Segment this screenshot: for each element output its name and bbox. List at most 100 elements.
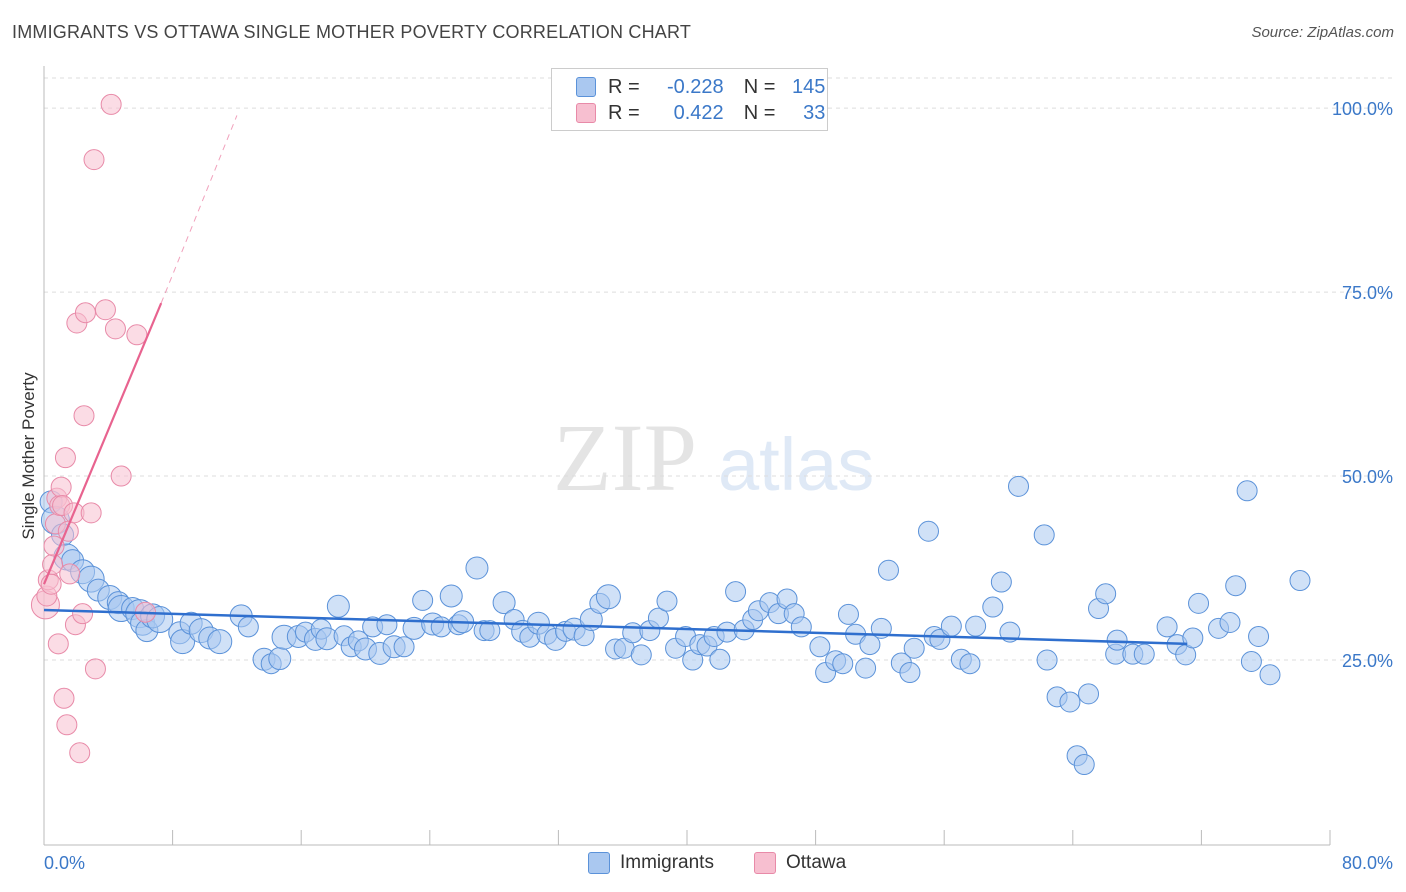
immigrants-point [393,636,415,658]
immigrants-swatch [588,852,610,874]
immigrants-point [1156,616,1178,638]
ottawa-swatch [754,852,776,874]
legend-r-value: -0.228 [666,75,724,98]
watermark-atlas: atlas [718,423,874,506]
legend-item-immigrants: Immigrants [588,852,714,874]
y-tick-label: 25.0% [1342,651,1393,671]
immigrants-point [855,657,877,679]
immigrants-point [656,590,678,612]
immigrants-point [479,620,501,642]
ottawa-points [30,93,156,764]
immigrants-point [1259,664,1281,686]
ottawa-point [72,603,94,625]
immigrants-point [917,520,939,542]
immigrants-point [982,596,1004,618]
immigrants-point [899,662,921,684]
legend-n-label: N = [743,75,776,98]
y-tick-label: 100.0% [1332,99,1393,119]
immigrants-point [1059,691,1081,713]
ottawa-point [54,447,76,469]
ottawa-point [83,149,105,171]
immigrants-point [237,616,259,638]
chart-title: IMMIGRANTS VS OTTAWA SINGLE MOTHER POVER… [12,22,692,42]
immigrants-point [809,636,831,658]
ottawa-point [100,93,122,115]
watermark: ZIP atlas [553,404,874,511]
ottawa-point [80,502,102,524]
axes [43,66,1331,846]
gridlines [44,77,1395,661]
ottawa-point [69,742,91,764]
immigrants-point [940,615,962,637]
ottawa-trend-line [42,302,163,585]
ottawa-point [74,302,96,324]
y-tick-label: 75.0% [1342,283,1393,303]
ottawa-swatch [576,103,596,123]
immigrants-point [630,644,652,666]
immigrants-point [465,556,489,580]
legend-r-label: R = [608,101,640,124]
immigrants-point [1225,575,1247,597]
ottawa-point [56,714,78,736]
immigrants-point [1219,611,1241,633]
ottawa-point [84,658,106,680]
legend-n-value: 33 [803,101,826,124]
immigrants-point [965,615,987,637]
immigrants-point [1073,754,1095,776]
ottawa-point [53,687,75,709]
immigrants-point [1095,583,1117,605]
legend-row-immigrants: R = -0.228 N = 145 [576,75,825,99]
immigrants-point [990,571,1012,593]
immigrants-point [492,591,516,615]
x-tick-label: 0.0% [44,853,85,873]
immigrants-point [877,559,899,581]
immigrants-point [1008,475,1030,497]
immigrants-point [376,614,398,636]
ottawa-point [73,405,95,427]
immigrants-point [790,616,812,638]
immigrants-point [1236,480,1258,502]
immigrants-point [595,584,621,610]
immigrants-point [268,647,292,671]
immigrants-point [1182,627,1204,649]
immigrants-point [709,648,731,670]
immigrants-point [959,653,981,675]
ottawa-point [104,318,126,340]
immigrants-point [1078,683,1100,705]
watermark-zip: ZIP [553,404,697,511]
trend-lines [42,115,1188,646]
ottawa-point [59,563,81,585]
ottawa-point [50,476,72,498]
immigrants-point [1133,643,1155,665]
immigrants-point [1036,649,1058,671]
correlation-legend: R = -0.228 N = 145 R = 0.422 N = 33 [551,68,828,131]
ottawa-point [94,299,116,321]
legend-n-label: N = [743,101,776,124]
immigrants-point [837,603,859,625]
ottawa-point [47,633,69,655]
legend-r-value: 0.422 [673,101,724,124]
immigrants-point [1240,651,1262,673]
immigrants-point [1248,625,1270,647]
immigrants-point [832,653,854,675]
immigrants-trend-line [43,608,1188,646]
legend-r-label: R = [608,75,640,98]
immigrants-point [999,621,1021,643]
legend-label-immigrants: Immigrants [620,852,714,873]
ottawa-point [110,465,132,487]
immigrants-swatch [576,77,596,97]
legend-row-ottawa: R = 0.422 N = 33 [576,101,825,125]
tick-labels: 25.0% 50.0% 75.0% 100.0% 0.0% 80.0% [44,99,1393,873]
ottawa-trend-extension [160,115,238,304]
legend-item-ottawa: Ottawa [754,852,846,874]
immigrants-point [1033,524,1055,546]
immigrants-point [412,589,434,611]
immigrants-point [207,629,233,655]
legend-label-ottawa: Ottawa [786,852,847,873]
legend-n-value: 145 [792,75,826,98]
immigrants-point [1188,592,1210,614]
immigrants-point [439,584,463,608]
x-tick-label: 80.0% [1342,853,1393,873]
y-tick-label: 50.0% [1342,467,1393,487]
